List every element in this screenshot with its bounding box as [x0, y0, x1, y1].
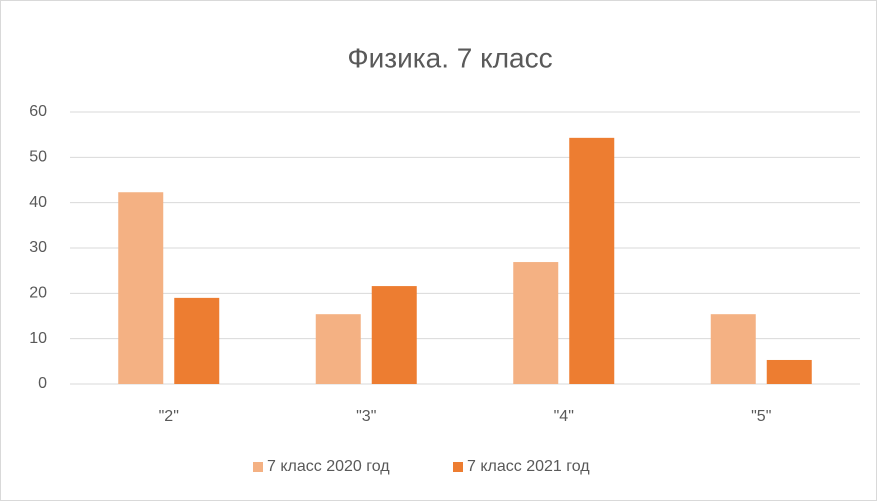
bar	[766, 359, 812, 384]
y-tick-label: 30	[29, 239, 47, 256]
bar	[174, 297, 220, 384]
legend-swatch	[253, 462, 263, 472]
x-tick-label: "2"	[159, 408, 179, 425]
bar	[569, 137, 615, 384]
x-tick-label: "5"	[751, 408, 771, 425]
y-tick-label: 20	[29, 285, 47, 302]
x-tick-label: "4"	[554, 408, 574, 425]
bar	[118, 192, 164, 384]
legend-swatch	[453, 462, 463, 472]
bar	[315, 314, 361, 384]
y-tick-label: 40	[29, 194, 47, 211]
y-tick-label: 0	[38, 375, 47, 392]
y-tick-label: 10	[29, 330, 47, 347]
y-tick-label: 60	[29, 103, 47, 120]
bar	[513, 262, 559, 384]
chart-title: Физика. 7 класс	[347, 42, 552, 73]
y-tick-label: 50	[29, 149, 47, 166]
legend-label: 7 класс 2020 год	[267, 458, 390, 475]
x-tick-label: "3"	[356, 408, 376, 425]
bar	[371, 286, 417, 384]
legend-label: 7 класс 2021 год	[467, 458, 590, 475]
bar	[710, 314, 756, 384]
